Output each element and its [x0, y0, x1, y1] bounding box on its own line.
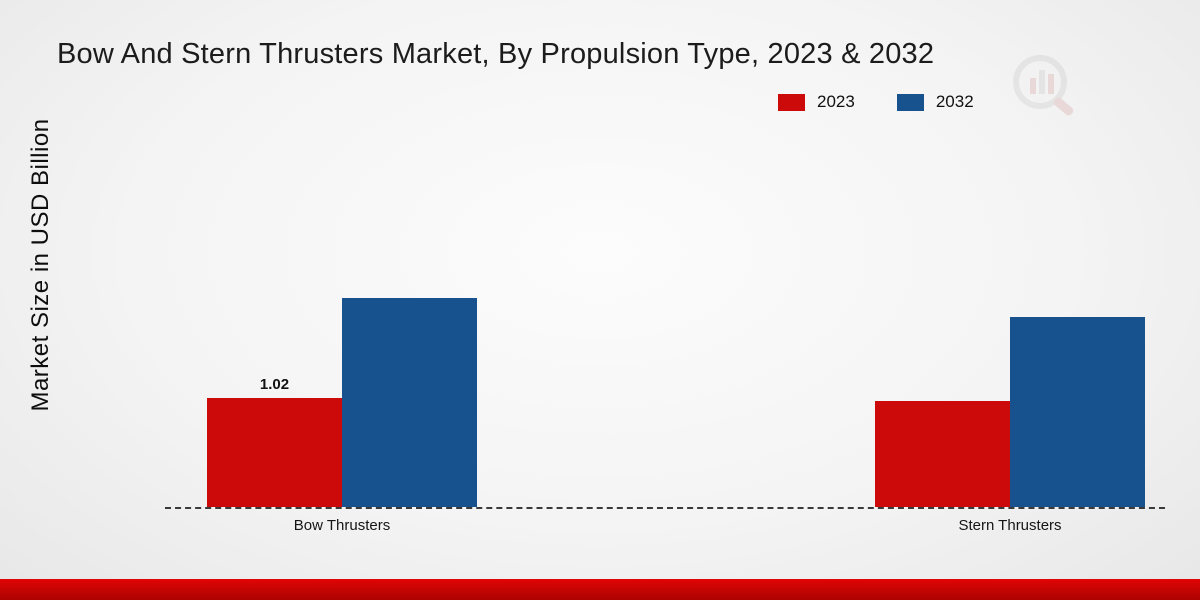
- bar-value-label: 1.02: [259, 376, 290, 393]
- bar-2023-stern-thrusters: [875, 401, 1010, 507]
- legend-swatch-2023-icon: [778, 93, 805, 111]
- legend-label-2023: 2023: [817, 92, 855, 111]
- legend: 2023 2032: [778, 92, 974, 112]
- x-tick-label-stern-thrusters: Stern Thrusters: [958, 517, 1062, 534]
- footer-accent-bar: [0, 579, 1200, 600]
- bar-2032-stern-thrusters: [1010, 317, 1145, 507]
- chart-title: Bow And Stern Thrusters Market, By Propu…: [57, 38, 935, 70]
- bar-2023-bow-thrusters: [207, 398, 342, 507]
- bar-2032-bow-thrusters: [342, 298, 477, 507]
- x-axis-baseline: [165, 507, 1165, 509]
- legend-swatch-2032-icon: [896, 93, 924, 111]
- x-tick-label-bow-thrusters: Bow Thrusters: [293, 517, 391, 534]
- legend-item-2023: 2023: [778, 92, 855, 112]
- legend-label-2032: 2032: [935, 92, 974, 111]
- legend-item-2032: 2032: [896, 92, 974, 112]
